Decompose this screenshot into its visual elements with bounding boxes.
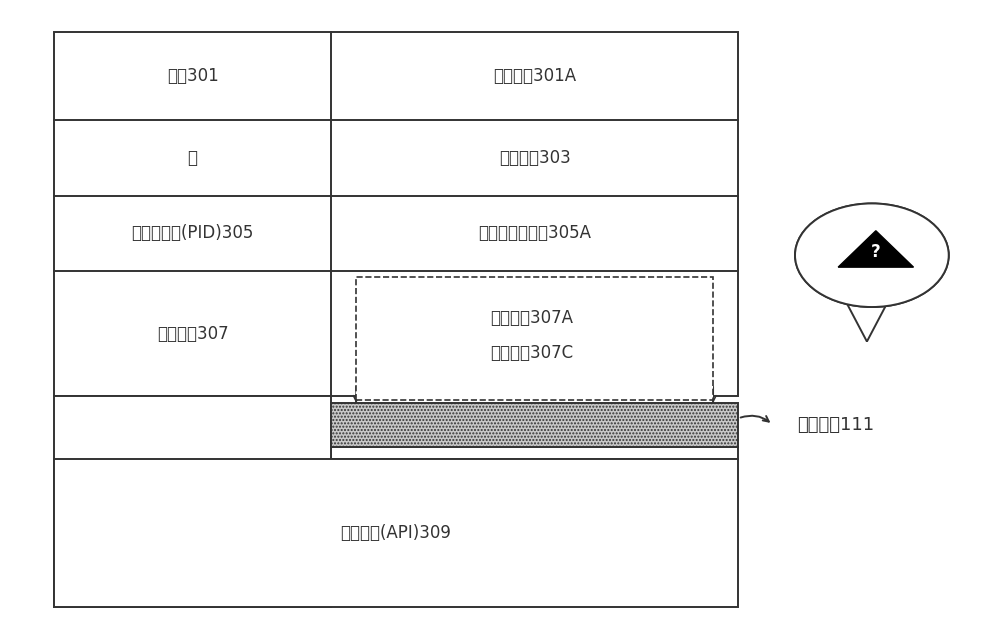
Text: 程序接口(API)309: 程序接口(API)309 (340, 524, 451, 542)
Text: 第一文件307A: 第一文件307A (490, 309, 573, 327)
Text: 机密文件307: 机密文件307 (157, 325, 228, 343)
Text: 用户301: 用户301 (167, 67, 218, 85)
Text: 实际用户301A: 实际用户301A (493, 67, 576, 85)
Bar (54, 396, 331, 607)
Bar (331, 403, 738, 446)
Text: 应用程序303: 应用程序303 (499, 149, 571, 167)
Polygon shape (838, 231, 914, 267)
Bar (54, 32, 738, 396)
Text: －: － (188, 149, 198, 167)
Text: 第一程序识别码305A: 第一程序识别码305A (478, 225, 591, 242)
Ellipse shape (795, 204, 949, 307)
Bar (54, 459, 738, 607)
Text: ?: ? (871, 243, 881, 261)
Text: 第二文件307C: 第二文件307C (490, 343, 573, 361)
Text: 沙盒机制111: 沙盒机制111 (798, 416, 875, 434)
Bar (356, 277, 713, 399)
Bar (331, 446, 738, 459)
Ellipse shape (795, 204, 949, 307)
Text: 程序识别码(PID)305: 程序识别码(PID)305 (131, 225, 254, 242)
Polygon shape (847, 304, 887, 342)
